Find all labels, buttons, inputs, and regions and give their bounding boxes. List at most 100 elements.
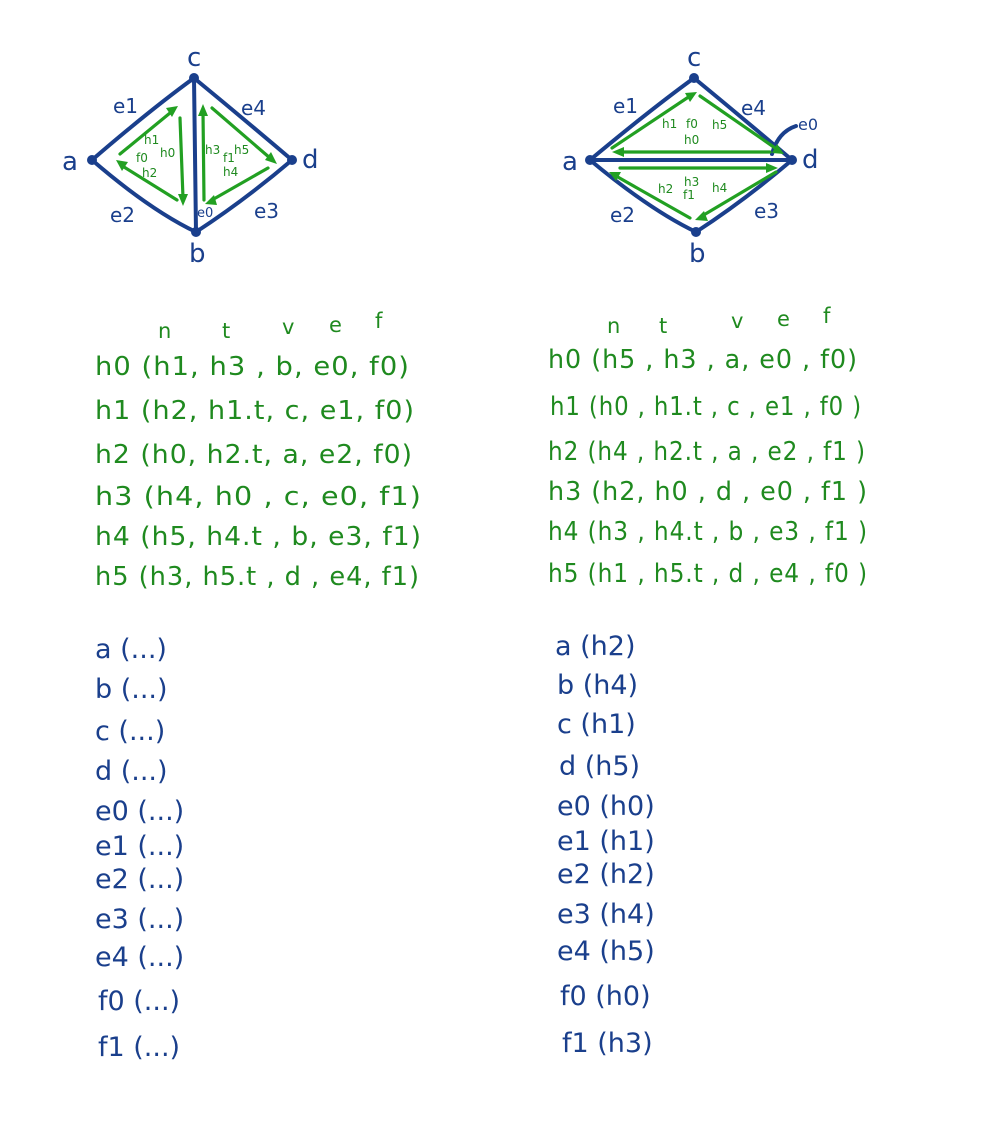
right-face-label-f1: f1 <box>683 188 695 202</box>
right-edge-e0-pointer <box>770 124 798 156</box>
left-header-t: t <box>222 319 230 343</box>
left-vertex-dot-b <box>191 227 201 237</box>
right-row-h2: h2 (h4 , h2.t , a , e2 , f1 ) <box>548 437 866 467</box>
left-row-h5: h5 (h3, h5.t , d , e4, f1) <box>95 562 420 592</box>
left-list-e4: e4 (...) <box>95 942 184 973</box>
left-arrow-h2 <box>116 160 128 171</box>
right-edge-label-e2: e2 <box>610 203 635 227</box>
left-vertex-d: d <box>302 145 319 175</box>
right-arrow-h2 <box>609 172 621 181</box>
left-vertex-dot-d <box>287 155 297 165</box>
right-row-h0: h0 (h5 , h3 , a, e0 , f0) <box>548 345 858 375</box>
right-arrow-h3 <box>766 163 778 173</box>
right-halfedge-label-h1: h1 <box>662 117 677 131</box>
right-header-v: v <box>731 309 743 333</box>
left-halfedge-h2 <box>122 165 179 202</box>
left-face-label-f0: f0 <box>136 151 148 165</box>
left-vertex-c: c <box>187 43 201 73</box>
left-halfedge-h1 <box>118 111 172 156</box>
left-diagram: a b c d e1 e2 e3 e4 e0 f0 f1 h0 h1 h2 h3… <box>62 43 319 269</box>
left-halfedge-h0 <box>178 116 185 200</box>
right-row-h5: h5 (h1 , h5.t , d , e4 , f0 ) <box>548 559 868 589</box>
left-header-f: f <box>375 309 383 333</box>
right-header-t: t <box>659 314 667 338</box>
right-row-h3: h3 (h2, h0 , d , e0 , f1 ) <box>548 477 868 507</box>
left-edge-label-e0: e0 <box>197 206 213 221</box>
left-halfedge-label-h1: h1 <box>144 133 159 147</box>
right-list-e2: e2 (h2) <box>557 859 655 890</box>
left-header-e: e <box>329 313 342 337</box>
left-halfedge-h5 <box>210 106 272 160</box>
left-list-e2: e2 (...) <box>95 864 184 895</box>
right-header-f: f <box>823 304 831 328</box>
right-list-e1: e1 (h1) <box>557 826 655 857</box>
right-list-f0: f0 (h0) <box>560 981 651 1012</box>
left-list-b: b (...) <box>95 674 168 705</box>
right-column-headers: n t v e f <box>607 304 831 338</box>
right-halfedge-label-h3: h3 <box>684 175 699 189</box>
right-list-e4: e4 (h5) <box>557 936 655 967</box>
left-edge-label-e4: e4 <box>241 96 266 120</box>
left-list-c: c (...) <box>95 716 165 747</box>
right-vertex-dot-c <box>689 73 699 83</box>
left-halfedge-label-h3: h3 <box>205 143 220 157</box>
left-arrow-h5 <box>265 152 277 164</box>
left-arrow-h0 <box>178 194 188 206</box>
right-list-d: d (h5) <box>559 751 640 782</box>
right-halfedge-h5 <box>698 94 780 152</box>
left-list-f1: f1 (...) <box>98 1032 180 1063</box>
left-halfedge-table: h0 (h1, h3 , b, e0, f0) h1 (h2, h1.t, c,… <box>95 352 421 592</box>
right-header-e: e <box>777 307 790 331</box>
right-vertex-dot-a <box>585 155 595 165</box>
right-halfedge-table: h0 (h5 , h3 , a, e0 , f0) h1 (h0 , h1.t … <box>548 345 868 589</box>
left-column-headers: n t v e f <box>158 309 383 343</box>
left-halfedge-h3 <box>201 110 206 202</box>
left-vertex-b: b <box>189 239 206 269</box>
left-halfedge-label-h4: h4 <box>223 165 238 179</box>
right-halfedge-h1 <box>610 94 692 150</box>
left-header-v: v <box>282 315 294 339</box>
left-edge-label-e3: e3 <box>254 199 279 223</box>
right-vertex-c: c <box>687 43 701 73</box>
right-arrow-h5 <box>772 144 784 154</box>
right-halfedge-label-h4: h4 <box>712 181 727 195</box>
left-list-a: a (...) <box>95 634 167 665</box>
left-element-list: a (...) b (...) c (...) d (...) e0 (...)… <box>95 634 184 1063</box>
right-edge-e3 <box>694 158 794 234</box>
right-list-f1: f1 (h3) <box>562 1028 653 1059</box>
left-list-e0: e0 (...) <box>95 796 184 827</box>
right-halfedge-label-h2: h2 <box>658 182 673 196</box>
left-vertex-dot-c <box>189 73 199 83</box>
left-halfedge-label-h5: h5 <box>234 143 249 157</box>
right-face-label-f0: f0 <box>686 117 698 131</box>
left-row-h2: h2 (h0, h2.t, a, e2, f0) <box>95 440 413 470</box>
right-list-b: b (h4) <box>557 670 638 701</box>
right-vertex-dot-d <box>787 155 797 165</box>
right-edge-label-e3: e3 <box>754 199 779 223</box>
right-arrow-h0 <box>612 147 624 157</box>
right-header-n: n <box>607 314 620 338</box>
left-edge-e2 <box>90 158 198 234</box>
right-vertex-a: a <box>562 147 578 177</box>
left-halfedge-h4 <box>210 166 270 202</box>
right-arrow-h4 <box>695 211 708 221</box>
right-list-e3: e3 (h4) <box>557 899 655 930</box>
left-list-e3: e3 (...) <box>95 904 184 935</box>
left-edge-e0 <box>192 76 198 234</box>
left-vertex-a: a <box>62 147 78 177</box>
left-edge-e3 <box>194 158 294 234</box>
left-edge-e1 <box>90 76 196 162</box>
right-list-a: a (h2) <box>555 631 636 662</box>
left-header-n: n <box>158 319 171 343</box>
right-vertex-d: d <box>802 145 819 175</box>
left-arrow-h3 <box>198 104 208 116</box>
right-arrow-h1 <box>685 92 697 102</box>
left-edge-label-e2: e2 <box>110 203 135 227</box>
right-list-c: c (h1) <box>557 709 636 740</box>
right-row-h1: h1 (h0 , h1.t , c , e1 , f0 ) <box>550 392 862 422</box>
right-edge-label-e0: e0 <box>798 115 818 134</box>
right-row-h4: h4 (h3 , h4.t , b , e3 , f1 ) <box>548 517 868 547</box>
left-arrow-h1 <box>166 106 178 117</box>
right-edge-label-e4: e4 <box>741 96 766 120</box>
